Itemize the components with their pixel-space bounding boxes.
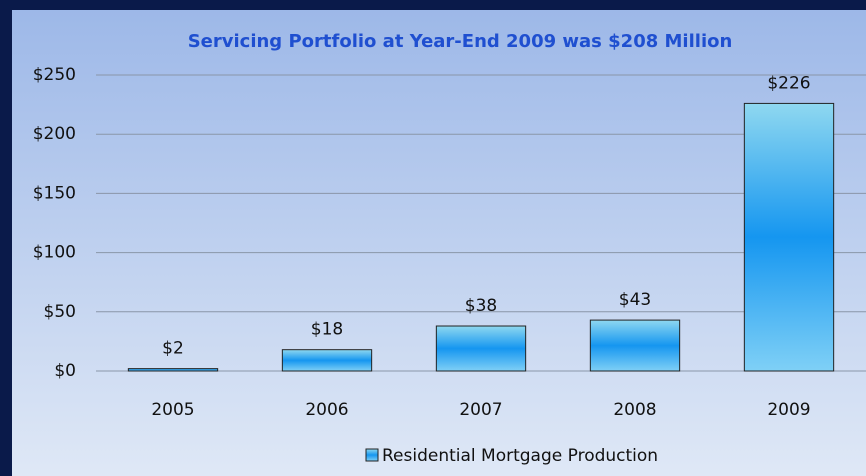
y-tick-label: $250 xyxy=(33,65,76,85)
x-tick-label: 2007 xyxy=(459,400,502,420)
x-tick-label: 2009 xyxy=(767,400,810,420)
bar xyxy=(743,102,835,372)
value-label: $2 xyxy=(162,339,184,359)
panel xyxy=(12,10,866,476)
value-label: $43 xyxy=(619,290,651,310)
x-tick-label: 2008 xyxy=(613,400,656,420)
y-tick-label: $150 xyxy=(33,183,76,203)
x-tick-label: 2005 xyxy=(151,400,194,420)
bar xyxy=(281,349,373,372)
bar xyxy=(589,319,681,372)
y-tick-label: $0 xyxy=(54,361,76,381)
value-label: $18 xyxy=(311,320,343,340)
y-tick-label: $200 xyxy=(33,124,76,144)
y-tick-label: $100 xyxy=(33,243,76,263)
legend-swatch xyxy=(365,448,379,462)
bar xyxy=(127,368,219,372)
x-tick-label: 2006 xyxy=(305,400,348,420)
chart-title: Servicing Portfolio at Year-End 2009 was… xyxy=(188,31,733,52)
bar xyxy=(435,325,527,372)
value-label: $38 xyxy=(465,296,497,316)
value-label: $226 xyxy=(767,73,810,93)
legend-label: Residential Mortgage Production xyxy=(382,446,658,466)
y-tick-label: $50 xyxy=(44,302,76,322)
